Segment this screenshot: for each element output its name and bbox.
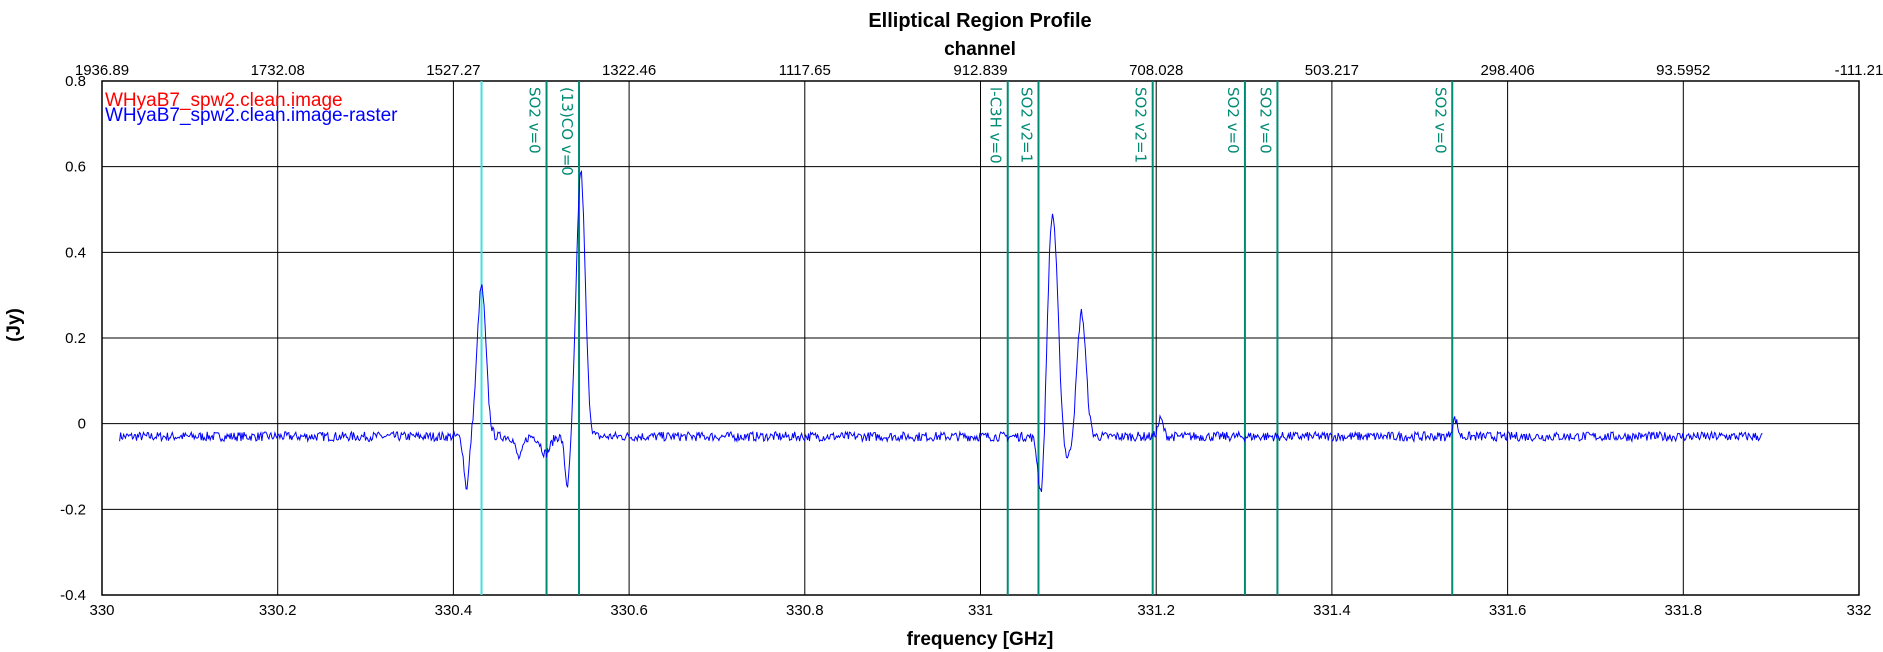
x-tick-label: 330 bbox=[89, 602, 114, 619]
line-marker-label: l-C3H v=0 bbox=[987, 87, 1005, 164]
top-tick-label: 708.028 bbox=[1129, 62, 1183, 79]
x-axis-label: frequency [GHz] bbox=[907, 629, 1054, 650]
line-marker-label: SO2 v=0 bbox=[526, 87, 544, 154]
chart-title: Elliptical Region Profile bbox=[868, 10, 1091, 32]
top-tick-label: 1322.46 bbox=[602, 62, 656, 79]
x-tick-label: 331.8 bbox=[1665, 602, 1703, 619]
x-tick-label: 330.2 bbox=[259, 602, 297, 619]
y-axis-label: (Jy) bbox=[4, 308, 25, 342]
y-tick-label: 0.8 bbox=[65, 73, 86, 90]
y-tick-label: 0.6 bbox=[65, 159, 86, 176]
line-marker-label: SO2 v=0 bbox=[1431, 87, 1449, 154]
top-tick-label: -111.21 bbox=[1835, 62, 1883, 79]
top-tick-label: 1527.27 bbox=[426, 62, 480, 79]
series-line-raster bbox=[119, 169, 1763, 492]
top-tick-label: 1117.65 bbox=[779, 62, 831, 79]
x-tick-label: 331.4 bbox=[1313, 602, 1351, 619]
x-tick-label: 332 bbox=[1846, 602, 1871, 619]
x-tick-label: 330.6 bbox=[610, 602, 648, 619]
top-tick-label: 503.217 bbox=[1305, 62, 1359, 79]
top-axis-label: channel bbox=[944, 39, 1016, 60]
x-tick-label: 330.4 bbox=[435, 602, 473, 619]
top-tick-label: 93.5952 bbox=[1656, 62, 1710, 79]
legend-entry-image: WHyaB7_spw2.clean.image bbox=[105, 90, 343, 111]
x-tick-label: 331.6 bbox=[1489, 602, 1527, 619]
legend: WHyaB7_spw2.clean.image WHyaB7_spw2.clea… bbox=[105, 90, 398, 126]
top-tick-label: 298.406 bbox=[1480, 62, 1534, 79]
legend-entry-raster: WHyaB7_spw2.clean.image-raster bbox=[105, 105, 398, 126]
line-marker-label: SO2 v=0 bbox=[1256, 87, 1274, 154]
x-tick-label: 331 bbox=[968, 602, 993, 619]
top-tick-label: 1936.89 bbox=[75, 62, 129, 79]
line-marker-label: SO2 v2=1 bbox=[1132, 87, 1150, 163]
top-tick-label: 912.839 bbox=[953, 62, 1007, 79]
x-tick-label: 331.2 bbox=[1137, 602, 1175, 619]
line-marker-label: SO2 v=0 bbox=[1224, 87, 1242, 154]
line-marker-label: (13)CO v=0 bbox=[558, 87, 576, 176]
plot-frame bbox=[101, 80, 1860, 596]
y-tick-label: 0.4 bbox=[65, 244, 86, 261]
y-tick-label: -0.2 bbox=[60, 501, 86, 518]
y-tick-label: -0.4 bbox=[60, 587, 86, 604]
plot-area: 330 1936.89 330.2 1732.08 330.4 1527.27 330.6 1… bbox=[60, 62, 1883, 619]
y-tick-label: 0.2 bbox=[65, 330, 86, 347]
line-marker-label: SO2 v2=1 bbox=[1017, 87, 1035, 163]
y-tick-label: 0 bbox=[78, 416, 86, 433]
x-tick-label: 330.8 bbox=[786, 602, 824, 619]
top-tick-label: 1732.08 bbox=[251, 62, 305, 79]
